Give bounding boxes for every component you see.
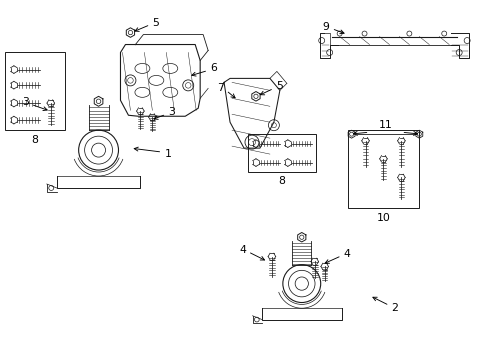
Text: 9: 9 xyxy=(323,22,330,32)
Text: 4: 4 xyxy=(343,249,350,259)
Text: 5: 5 xyxy=(276,81,283,91)
Text: 2: 2 xyxy=(392,302,398,312)
Text: 3: 3 xyxy=(22,97,29,107)
Text: 4: 4 xyxy=(239,245,246,255)
Bar xyxy=(347,130,419,208)
Text: 8: 8 xyxy=(31,135,38,145)
Text: 3: 3 xyxy=(168,107,175,117)
Text: 1: 1 xyxy=(164,149,171,159)
Text: 6: 6 xyxy=(210,63,217,73)
Text: 7: 7 xyxy=(217,84,224,93)
Bar xyxy=(248,134,316,172)
Text: 5: 5 xyxy=(152,18,159,28)
Text: 11: 11 xyxy=(379,120,392,130)
Bar xyxy=(5,53,65,130)
Text: 10: 10 xyxy=(376,213,391,223)
Text: 8: 8 xyxy=(278,176,285,186)
